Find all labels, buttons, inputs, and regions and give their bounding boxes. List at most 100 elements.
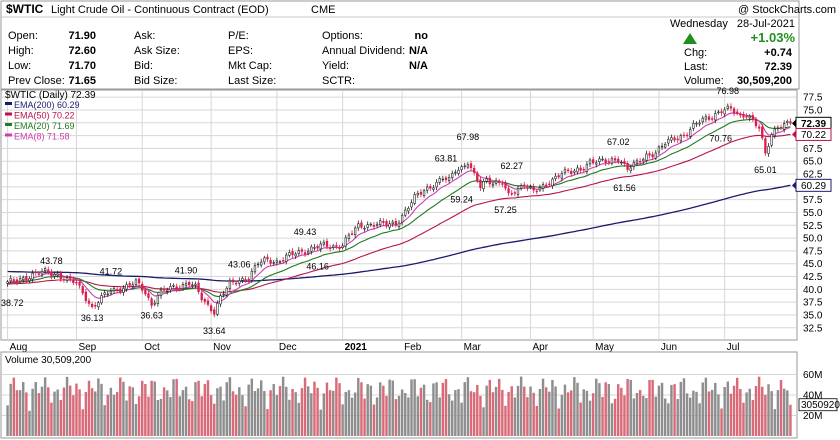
candle-body <box>714 113 717 121</box>
candle-body <box>156 294 160 304</box>
volume-bar <box>745 392 748 436</box>
candle-body <box>701 117 704 122</box>
volume-axis: 20M 40M 60M 30509200 <box>798 370 840 422</box>
candle-body <box>310 246 313 252</box>
candle-body <box>438 178 441 183</box>
candle-body <box>9 278 12 282</box>
volume-bar <box>548 391 551 436</box>
candle-body <box>372 224 376 227</box>
candle-body <box>532 186 535 191</box>
candle-body <box>498 180 501 183</box>
candle-body <box>391 221 394 224</box>
candle-body <box>670 137 673 141</box>
candle-body <box>25 276 28 281</box>
candle-body <box>75 282 78 284</box>
volume-bar <box>134 404 138 436</box>
candle-body <box>307 250 310 254</box>
candle-body <box>704 116 708 120</box>
candle-body <box>551 178 554 187</box>
volume-bar <box>319 409 322 436</box>
quote-value: 71.65 <box>68 75 96 87</box>
quote-label: Yield: <box>322 60 349 72</box>
quote-label: P/E: <box>228 30 249 42</box>
volume-bar <box>544 387 548 436</box>
candle-body <box>444 177 448 181</box>
price-tag-pointer <box>792 119 796 128</box>
volume-bar <box>782 388 786 436</box>
candle-body <box>429 186 432 189</box>
volume-bar <box>332 390 335 436</box>
candle-body <box>263 257 266 263</box>
volume-bar <box>68 385 72 436</box>
candle-body <box>385 221 388 227</box>
volume-bar <box>253 391 257 436</box>
candle-body <box>375 223 379 226</box>
volume-bar <box>269 390 272 436</box>
candle-body <box>278 261 282 263</box>
quote-column-1: Open: 71.90 High: 72.60 Low: 71.70 Prev … <box>8 30 96 87</box>
volume-bar <box>510 386 513 436</box>
volume-bar <box>316 387 319 436</box>
candle-body <box>363 227 366 230</box>
candle-body <box>786 121 789 123</box>
candle-body <box>457 169 460 174</box>
candle-body <box>15 279 19 283</box>
volume-bar <box>297 402 301 436</box>
quote-column-2: Ask: Ask Size: Bid: Bid Size: <box>134 30 180 87</box>
candle-body <box>529 186 532 188</box>
candle-body <box>206 300 210 305</box>
candle-body <box>388 223 391 228</box>
volume-bar <box>598 383 601 436</box>
legend-swatch <box>5 112 12 116</box>
candle-body <box>554 175 557 179</box>
candle-body <box>776 127 780 130</box>
volume-bar <box>648 380 651 436</box>
candle-body <box>416 192 419 196</box>
candle-body <box>513 192 517 194</box>
volume-bar <box>654 396 658 436</box>
volume-bar <box>460 402 463 436</box>
price-annotation: 36.13 <box>81 313 104 323</box>
candle-body <box>664 144 667 148</box>
volume-bar <box>532 392 535 436</box>
candle-body <box>319 243 322 250</box>
candle-body <box>369 223 372 226</box>
candle-body <box>698 122 701 125</box>
quote-label: Prev Close: <box>8 75 65 87</box>
candle-body <box>209 305 213 312</box>
volume-bar <box>444 379 448 436</box>
volume-bar <box>153 381 156 436</box>
candle-body <box>764 138 767 154</box>
volume-bar <box>519 376 523 436</box>
volume-bar <box>119 377 122 436</box>
volume-bar <box>714 382 717 436</box>
candle-body <box>119 288 122 293</box>
candle-body <box>316 245 319 249</box>
price-annotation: 38.72 <box>1 298 24 308</box>
volume-bar <box>28 410 31 436</box>
price-tick-label: 37.5 <box>803 298 823 309</box>
candle-body <box>131 284 134 287</box>
candle-body <box>28 278 31 281</box>
quote-value: N/A <box>409 45 428 57</box>
month-label: Apr <box>533 342 549 353</box>
volume-bar <box>629 379 632 436</box>
volume-bar <box>513 397 517 436</box>
candle-body <box>757 126 761 129</box>
candle-body <box>789 121 792 124</box>
price-legend: $WTIC (Daily) 72.39 EMA(200) 60.29EMA(50… <box>5 90 96 142</box>
candle-body <box>366 224 369 228</box>
price-annotation: 61.56 <box>613 183 636 193</box>
volume-bar <box>128 386 131 436</box>
candle-body <box>598 158 601 162</box>
volume-bar <box>225 382 228 436</box>
month-label: Sep <box>78 342 96 353</box>
candle-body <box>43 268 47 271</box>
price-annotation: 41.90 <box>175 266 198 276</box>
candle-body <box>291 251 294 256</box>
volume-bar <box>457 389 460 436</box>
price-tick-label: 77.5 <box>803 93 823 104</box>
volume-bar <box>751 399 755 436</box>
candle-body <box>228 280 232 289</box>
volume-bar <box>241 395 244 436</box>
